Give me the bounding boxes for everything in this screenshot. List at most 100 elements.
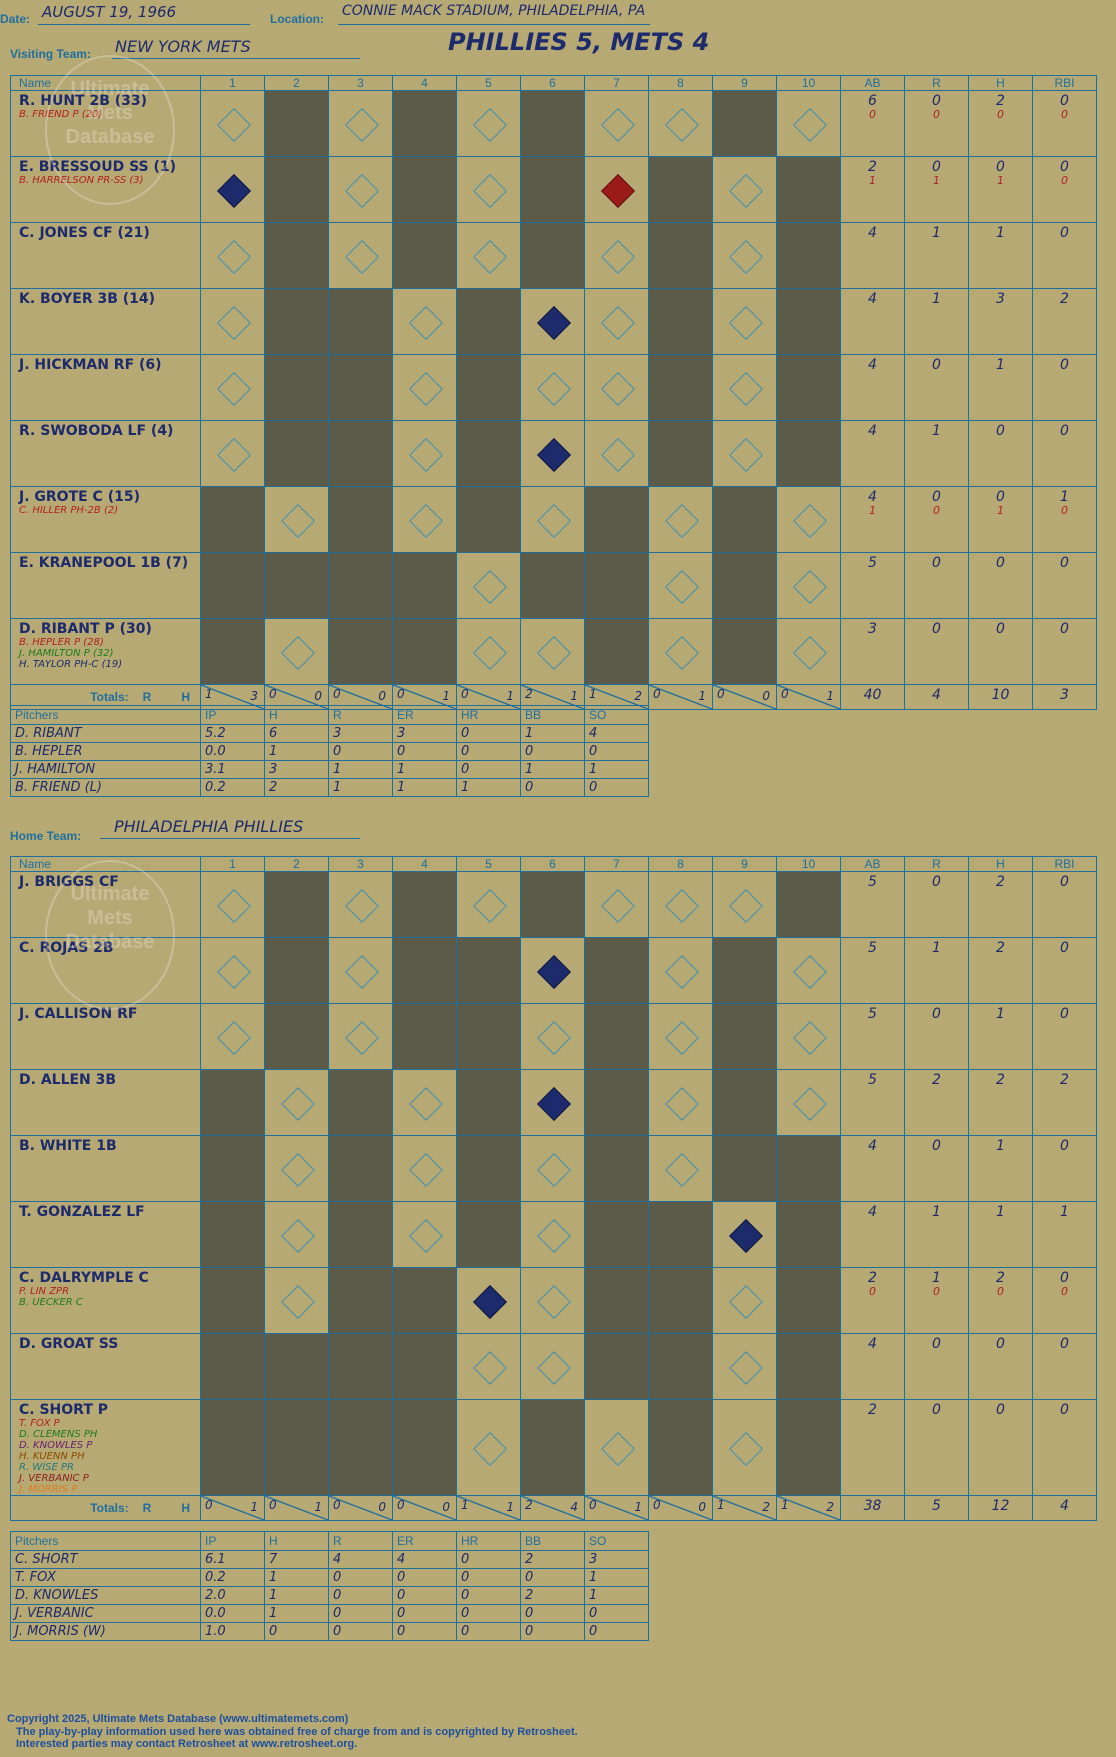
basepath-diamond xyxy=(344,954,379,989)
basepath-diamond xyxy=(728,437,763,472)
basepath-diamond xyxy=(216,888,251,923)
totals-label-cell: Totals: R H xyxy=(10,1495,201,1521)
inning-hits: 3 xyxy=(250,689,258,703)
inning-3-cell xyxy=(328,618,393,685)
inning-2-cell xyxy=(264,420,329,487)
rbi-stat: 0 xyxy=(1032,1135,1097,1202)
pitcher-row: C. SHORT 6.1 7 4 4 0 2 3 xyxy=(10,1550,649,1569)
inning-hits: 1 xyxy=(506,1500,514,1514)
basepath-diamond xyxy=(216,107,251,142)
inning-3-cell xyxy=(328,1201,393,1268)
batter-cell: T. GONZALEZ LF xyxy=(10,1201,201,1268)
pitcher-bb: 2 xyxy=(520,1586,585,1605)
batter-cell: J. GROTE C (15) C. HILLER PH-2B (2) xyxy=(10,486,201,553)
inning-1-cell xyxy=(200,90,265,157)
home-batter-row: T. GONZALEZ LF 4 1 1 1 xyxy=(10,1201,1097,1268)
batter-name: C. DALRYMPLE C xyxy=(19,1270,149,1286)
h-value: 2 xyxy=(996,93,1005,109)
pitcher-name: J. MORRIS (W) xyxy=(10,1622,201,1641)
basepath-diamond xyxy=(280,635,315,670)
inning-hits: 2 xyxy=(826,1500,834,1514)
pitcher-name: B. FRIEND (L) xyxy=(10,778,201,797)
basepath-diamond xyxy=(536,437,571,472)
inning-4-cell xyxy=(392,552,457,619)
r-stat: 0 xyxy=(904,871,969,938)
ab-stat: 3 xyxy=(840,618,905,685)
column-header-7: 7 xyxy=(584,856,649,872)
rbi-stat: 0 xyxy=(1032,1399,1097,1496)
basepath-diamond xyxy=(792,107,827,142)
inning-1-cell xyxy=(200,1399,265,1496)
pitching-column-ip: IP xyxy=(200,1531,265,1551)
inning-10-cell xyxy=(776,552,841,619)
basepath-diamond xyxy=(664,888,699,923)
ab-value: 6 xyxy=(868,93,877,109)
inning-10-cell xyxy=(776,1003,841,1070)
pitcher-r: 0 xyxy=(328,1604,393,1623)
h-value: 0 xyxy=(996,489,1005,505)
inning-8-cell xyxy=(648,1399,713,1496)
inning-8-cell xyxy=(648,90,713,157)
total-rbi: 3 xyxy=(1032,684,1097,710)
inning-9-cell xyxy=(712,552,777,619)
inning-6-cell xyxy=(520,156,585,223)
inning-3-cell xyxy=(328,486,393,553)
inning-10-cell xyxy=(776,420,841,487)
inning-10-cell xyxy=(776,354,841,421)
rbi-sub-value: 0 xyxy=(1061,1285,1068,1298)
inning-3-cell xyxy=(328,222,393,289)
pitchers-header: Pitchers xyxy=(10,705,201,725)
basepath-diamond xyxy=(664,1020,699,1055)
inning-3-cell xyxy=(328,937,393,1004)
inning-10-cell xyxy=(776,1135,841,1202)
pitcher-r: 1 xyxy=(328,778,393,797)
inning-8-cell xyxy=(648,618,713,685)
basepath-diamond xyxy=(664,954,699,989)
h-value: 0 xyxy=(996,621,1005,637)
pitcher-ip: 2.0 xyxy=(200,1586,265,1605)
inning-7-cell xyxy=(584,618,649,685)
rbi-value: 0 xyxy=(1060,159,1069,175)
home-batter-row: J. BRIGGS CF 5 0 2 0 xyxy=(10,871,1097,938)
inning-2-cell xyxy=(264,618,329,685)
watermark-logo: Ultimate Mets Database xyxy=(45,55,175,205)
h-sub-value: 1 xyxy=(997,174,1004,187)
basepath-diamond xyxy=(408,437,443,472)
inning-10-cell xyxy=(776,1333,841,1400)
inning-9-cell xyxy=(712,937,777,1004)
inning-1-cell xyxy=(200,1003,265,1070)
h-value: 2 xyxy=(996,1072,1005,1088)
basepath-diamond xyxy=(792,1086,827,1121)
ab-value: 5 xyxy=(868,1072,877,1088)
pitcher-so: 3 xyxy=(584,1550,649,1569)
column-header-h: H xyxy=(968,75,1033,91)
substitute-name: J. HAMILTON P (32) xyxy=(19,648,114,659)
h-value: 0 xyxy=(996,1402,1005,1418)
r-stat: 0 xyxy=(904,552,969,619)
inning-2-cell xyxy=(264,90,329,157)
inning-7-cell xyxy=(584,486,649,553)
inning-7-cell xyxy=(584,1069,649,1136)
basepath-diamond xyxy=(216,437,251,472)
column-header-4: 4 xyxy=(392,75,457,91)
pitcher-so: 0 xyxy=(584,1604,649,1623)
batter-name: J. HICKMAN RF (6) xyxy=(19,357,162,373)
inning-10-cell xyxy=(776,156,841,223)
basepath-diamond xyxy=(280,1152,315,1187)
rbi-value: 0 xyxy=(1060,423,1069,439)
inning-3-cell xyxy=(328,1003,393,1070)
basepath-diamond xyxy=(536,1086,571,1121)
inning-1-cell xyxy=(200,288,265,355)
ab-stat: 4 xyxy=(840,1201,905,1268)
h-value: 1 xyxy=(996,1204,1005,1220)
inning-8-cell xyxy=(648,1135,713,1202)
r-value: 1 xyxy=(932,1204,941,1220)
inning-5-cell xyxy=(456,871,521,938)
basepath-diamond xyxy=(728,371,763,406)
rbi-stat: 2 xyxy=(1032,1069,1097,1136)
